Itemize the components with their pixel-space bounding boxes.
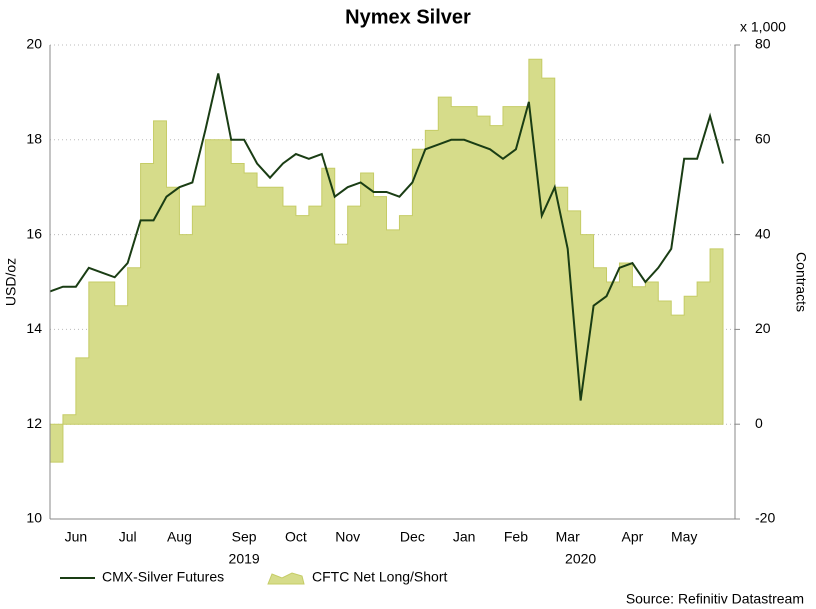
legend: CMX-Silver Futures CFTC Net Long/Short bbox=[60, 569, 447, 585]
y-tick-label: 10 bbox=[26, 510, 42, 526]
y-axis-label: USD/oz bbox=[3, 258, 19, 306]
area bbox=[49, 58, 724, 463]
legend-label: CFTC Net Long/Short bbox=[312, 569, 447, 585]
y2-tick-label: 0 bbox=[755, 415, 763, 431]
year-label: 2020 bbox=[565, 551, 596, 567]
x-tick-label: Oct bbox=[285, 529, 307, 545]
x-tick-label: Nov bbox=[335, 529, 360, 545]
chart-title: Nymex Silver bbox=[345, 6, 471, 28]
y2-multiplier: x 1,000 bbox=[740, 19, 786, 35]
x-tick-label: Jun bbox=[65, 529, 88, 545]
line bbox=[49, 73, 724, 401]
y2-tick-label: 40 bbox=[755, 225, 771, 241]
x-tick-label: Sep bbox=[232, 529, 257, 545]
y-tick-label: 16 bbox=[26, 225, 42, 241]
y2-tick-label: -20 bbox=[755, 510, 775, 526]
x-tick-label: Dec bbox=[400, 529, 425, 545]
x-tick-label: Jan bbox=[453, 529, 476, 545]
y2-axis-label: Contracts bbox=[793, 252, 809, 312]
x-tick-label: Aug bbox=[167, 529, 192, 545]
x-tick-label: Feb bbox=[504, 529, 528, 545]
legend-label: CMX-Silver Futures bbox=[102, 569, 224, 585]
y2-tick-label: 20 bbox=[755, 320, 771, 336]
year-label: 2019 bbox=[229, 551, 260, 567]
x-tick-label: Jul bbox=[119, 529, 137, 545]
y-tick-label: 14 bbox=[26, 320, 42, 336]
y2-tick-label: 60 bbox=[755, 131, 771, 147]
x-tick-label: Apr bbox=[622, 529, 644, 545]
x-tick-label: May bbox=[671, 529, 697, 545]
source: Source: Refinitiv Datastream bbox=[626, 591, 804, 607]
x-tick-label: Mar bbox=[556, 529, 580, 545]
y2-tick-label: 80 bbox=[755, 36, 771, 52]
y-tick-label: 18 bbox=[26, 131, 42, 147]
y-tick-label: 20 bbox=[26, 36, 42, 52]
legend-area-swatch bbox=[267, 572, 305, 585]
y-tick-label: 12 bbox=[26, 415, 42, 431]
